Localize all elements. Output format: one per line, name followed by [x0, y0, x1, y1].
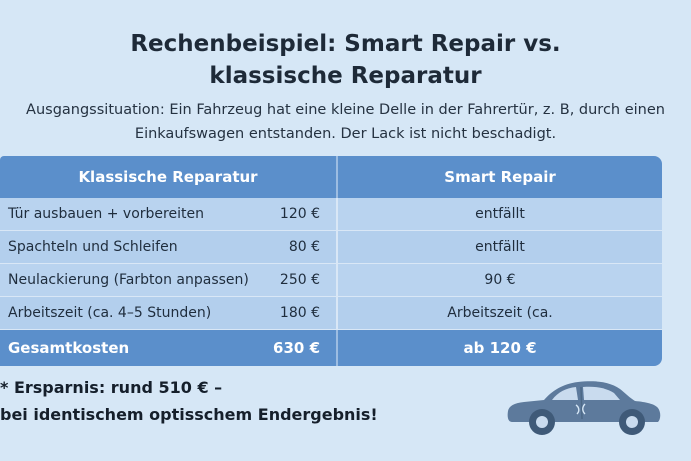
total-classic-cost: 630 € — [250, 329, 339, 366]
header-classic-repair: Klassische Reparatur — [0, 156, 339, 198]
row-classic-cost: 120 € — [250, 198, 339, 231]
row-classic-cost: 250 € — [250, 263, 339, 297]
header-smart-repair: Smart Repair — [337, 156, 663, 198]
total-label: Gesamtkosten — [0, 329, 250, 366]
savings-line-1: * Ersparnis: rund 510 € – — [0, 378, 223, 397]
car-icon — [507, 381, 661, 435]
total-row: Gesamtkosten 630 € ab 120 € — [0, 329, 663, 366]
savings-line-2: bei identischem optisschem Endergebnis! — [0, 405, 378, 424]
row-item: Arbeitszeit (ca. 4–5 Stunden) — [0, 296, 250, 330]
row-classic-cost: 180 € — [250, 296, 339, 330]
page-title: Rechenbeispiel: Smart Repair vs. klassis… — [0, 28, 691, 92]
comparison-table: Klassische Reparatur Smart Repair Tür au… — [0, 156, 663, 366]
row-smart-cost: Arbeitszeit (ca. — [337, 296, 663, 330]
row-smart-cost: entfällt — [337, 198, 663, 231]
row-item: Tür ausbauen + vorbereiten — [0, 198, 250, 231]
table-row: Tür ausbauen + vorbereiten 120 € entfäll… — [0, 198, 663, 231]
table-row: Spachteln und Schleifen 80 € entfällt — [0, 230, 663, 264]
intro-text: Ausgangssituation: Ein Fahrzeug hat eine… — [0, 98, 691, 146]
intro-line-2: Einkaufswagen entstanden. Der Lack ist n… — [134, 126, 557, 142]
table-row: Arbeitszeit (ca. 4–5 Stunden) 180 € Arbe… — [0, 296, 663, 330]
table-row: Neulackierung (Farbton anpassen) 250 € 9… — [0, 263, 663, 297]
row-smart-cost: entfällt — [337, 230, 663, 264]
title-line-2: klassische Reparatur — [209, 63, 482, 89]
intro-line-1: Ausgangssituation: Ein Fahrzeug hat eine… — [26, 102, 665, 118]
row-classic-cost: 80 € — [250, 230, 339, 264]
row-smart-cost: 90 € — [337, 263, 663, 297]
savings-note: * Ersparnis: rund 510 € – bei identische… — [0, 374, 378, 428]
title-line-1: Rechenbeispiel: Smart Repair vs. — [130, 31, 561, 57]
row-item: Spachteln und Schleifen — [0, 230, 250, 264]
total-smart-cost: ab 120 € — [337, 329, 663, 366]
row-item: Neulackierung (Farbton anpassen) — [0, 263, 250, 297]
table-header-row: Klassische Reparatur Smart Repair — [0, 156, 663, 198]
